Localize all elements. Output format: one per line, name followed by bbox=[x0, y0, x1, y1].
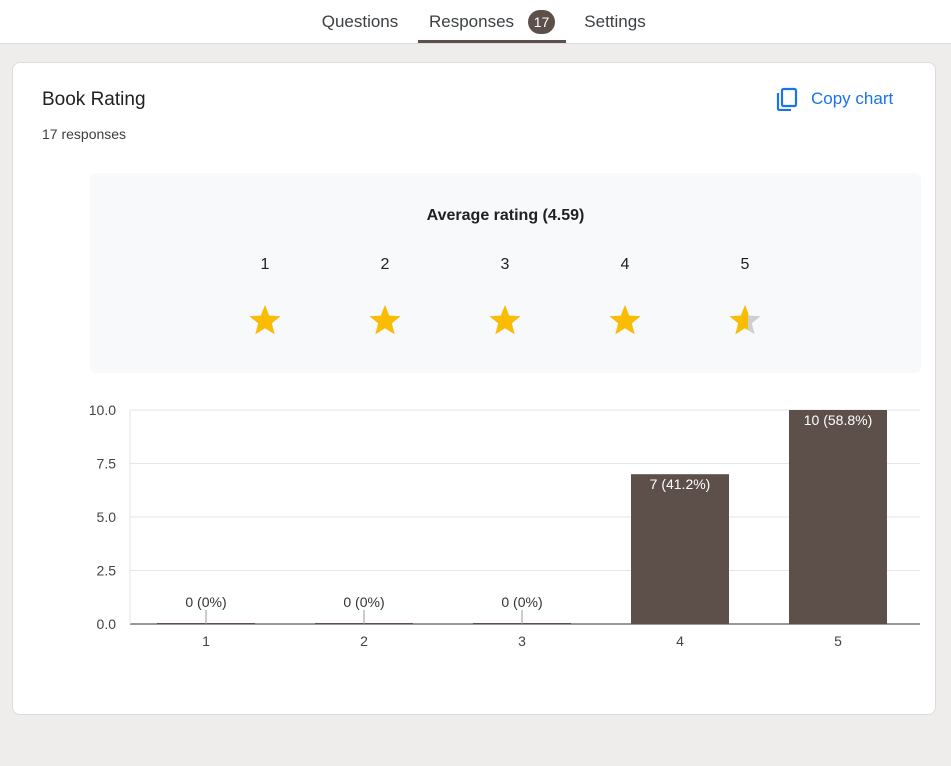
y-tick-label: 0.0 bbox=[97, 616, 117, 632]
bar-data-label: 0 (0%) bbox=[343, 594, 384, 610]
average-rating-panel: Average rating (4.59) 1 2 3 4 5 bbox=[90, 173, 921, 373]
bar-data-label: 0 (0%) bbox=[501, 594, 542, 610]
x-tick-label: 3 bbox=[518, 633, 526, 649]
bar-data-label: 10 (58.8%) bbox=[804, 412, 872, 428]
star-icon bbox=[489, 305, 521, 335]
y-tick-label: 7.5 bbox=[97, 456, 117, 472]
responses-count-badge: 17 bbox=[528, 9, 556, 34]
bar-data-label: 0 (0%) bbox=[185, 594, 226, 610]
star-icon bbox=[609, 305, 641, 335]
question-summary-card: Book Rating 17 responses Copy chart Aver… bbox=[12, 62, 936, 715]
average-rating-label: Average rating (4.59) bbox=[426, 207, 585, 224]
star-number-2: 2 bbox=[380, 256, 390, 273]
x-tick-label: 4 bbox=[676, 633, 684, 649]
bar bbox=[789, 410, 887, 624]
bar bbox=[631, 474, 729, 624]
star-number-4: 4 bbox=[620, 256, 630, 273]
question-title: Book Rating bbox=[42, 89, 146, 110]
star-number-3: 3 bbox=[500, 256, 510, 273]
x-tick-label: 2 bbox=[360, 633, 368, 649]
y-tick-label: 5.0 bbox=[97, 509, 117, 525]
x-tick-label: 5 bbox=[834, 633, 842, 649]
tab-settings[interactable]: Settings bbox=[574, 0, 656, 43]
top-tab-bar: Questions Responses 17 Settings bbox=[0, 0, 951, 44]
star-icon bbox=[249, 305, 281, 335]
copy-icon bbox=[776, 87, 798, 111]
copy-chart-button[interactable]: Copy chart bbox=[775, 85, 893, 113]
response-count: 17 responses bbox=[42, 126, 127, 142]
tab-questions-label: Questions bbox=[321, 11, 399, 31]
star-icon bbox=[729, 305, 761, 335]
tab-responses[interactable]: Responses 17 bbox=[418, 0, 566, 43]
previous-card-edge bbox=[12, 43, 934, 44]
bar-data-label: 7 (41.2%) bbox=[650, 476, 711, 492]
y-tick-label: 2.5 bbox=[97, 563, 117, 579]
x-tick-label: 1 bbox=[202, 633, 210, 649]
tab-questions[interactable]: Questions bbox=[310, 0, 410, 43]
y-tick-label: 10.0 bbox=[89, 402, 116, 418]
star-icon bbox=[369, 305, 401, 335]
copy-chart-label: Copy chart bbox=[811, 89, 894, 108]
star-number-5: 5 bbox=[740, 256, 750, 273]
bar-chart: 0.0 2.5 5.0 7.5 10.0 0 (0%) 1 0 (0%) 2 0 (0%) 3 7 (… bbox=[89, 402, 920, 649]
tab-settings-label: Settings bbox=[584, 11, 646, 31]
star-number-1: 1 bbox=[260, 256, 270, 273]
tab-responses-label: Responses bbox=[428, 11, 515, 31]
